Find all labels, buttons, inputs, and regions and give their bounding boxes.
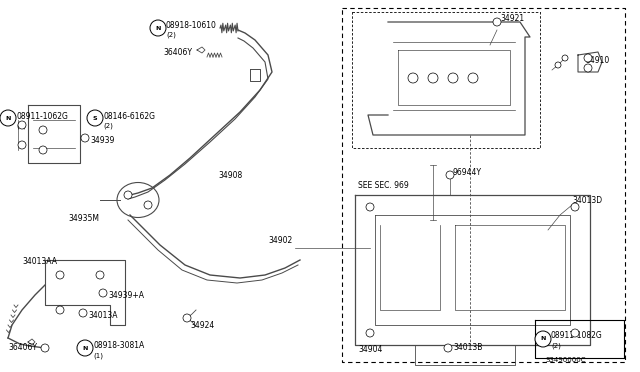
Circle shape (448, 73, 458, 83)
Circle shape (535, 331, 551, 347)
Circle shape (96, 271, 104, 279)
Circle shape (584, 64, 592, 72)
Text: 34013B: 34013B (453, 343, 483, 353)
Text: 96944Y: 96944Y (453, 167, 482, 176)
Circle shape (366, 203, 374, 211)
Text: 34013D: 34013D (572, 196, 602, 205)
Circle shape (87, 110, 103, 126)
Circle shape (79, 309, 87, 317)
Circle shape (183, 314, 191, 322)
Text: S3490000C: S3490000C (546, 357, 586, 363)
Circle shape (18, 121, 26, 129)
Circle shape (555, 62, 561, 68)
Circle shape (408, 73, 418, 83)
Circle shape (584, 54, 592, 62)
Text: 34921: 34921 (500, 13, 524, 22)
Circle shape (77, 340, 93, 356)
Text: N: N (5, 115, 11, 121)
Text: 34908: 34908 (218, 170, 243, 180)
Text: 08146-6162G: 08146-6162G (103, 112, 155, 121)
Circle shape (99, 289, 107, 297)
Text: 34904: 34904 (358, 346, 382, 355)
Circle shape (562, 55, 568, 61)
Text: 34939: 34939 (90, 135, 115, 144)
Text: 08918-3081A: 08918-3081A (93, 341, 144, 350)
Text: (1): (1) (93, 353, 103, 359)
Circle shape (81, 134, 89, 142)
Circle shape (468, 73, 478, 83)
Circle shape (150, 20, 166, 36)
Text: N: N (156, 26, 161, 31)
Text: 08911-1062G: 08911-1062G (16, 112, 68, 121)
Text: (2): (2) (103, 123, 113, 129)
Circle shape (366, 329, 374, 337)
Circle shape (571, 329, 579, 337)
Circle shape (446, 171, 454, 179)
Circle shape (0, 110, 16, 126)
Circle shape (39, 126, 47, 134)
Text: 34910: 34910 (585, 55, 609, 64)
Text: 34013A: 34013A (88, 311, 118, 320)
Circle shape (444, 344, 452, 352)
Circle shape (571, 203, 579, 211)
Text: 08911-1082G: 08911-1082G (551, 331, 603, 340)
Circle shape (144, 201, 152, 209)
Circle shape (56, 271, 64, 279)
Text: 08918-10610: 08918-10610 (166, 20, 217, 29)
Text: N: N (83, 346, 88, 350)
Text: (2): (2) (551, 343, 561, 349)
Circle shape (39, 146, 47, 154)
Text: S: S (93, 115, 97, 121)
Text: 36406Y: 36406Y (8, 343, 37, 353)
Text: 34939+A: 34939+A (108, 291, 144, 299)
Circle shape (41, 344, 49, 352)
Text: 34902: 34902 (268, 235, 292, 244)
Text: 34013AA: 34013AA (22, 257, 57, 266)
Text: (2): (2) (16, 123, 26, 129)
Circle shape (428, 73, 438, 83)
Text: SEE SEC. 969: SEE SEC. 969 (358, 180, 409, 189)
Text: N: N (540, 337, 546, 341)
Circle shape (124, 191, 132, 199)
Text: 34935M: 34935M (68, 214, 99, 222)
Circle shape (493, 18, 501, 26)
Text: 34924: 34924 (190, 321, 214, 330)
Text: 36406Y: 36406Y (163, 48, 192, 57)
Circle shape (56, 306, 64, 314)
Circle shape (18, 141, 26, 149)
Text: (2): (2) (166, 32, 176, 38)
